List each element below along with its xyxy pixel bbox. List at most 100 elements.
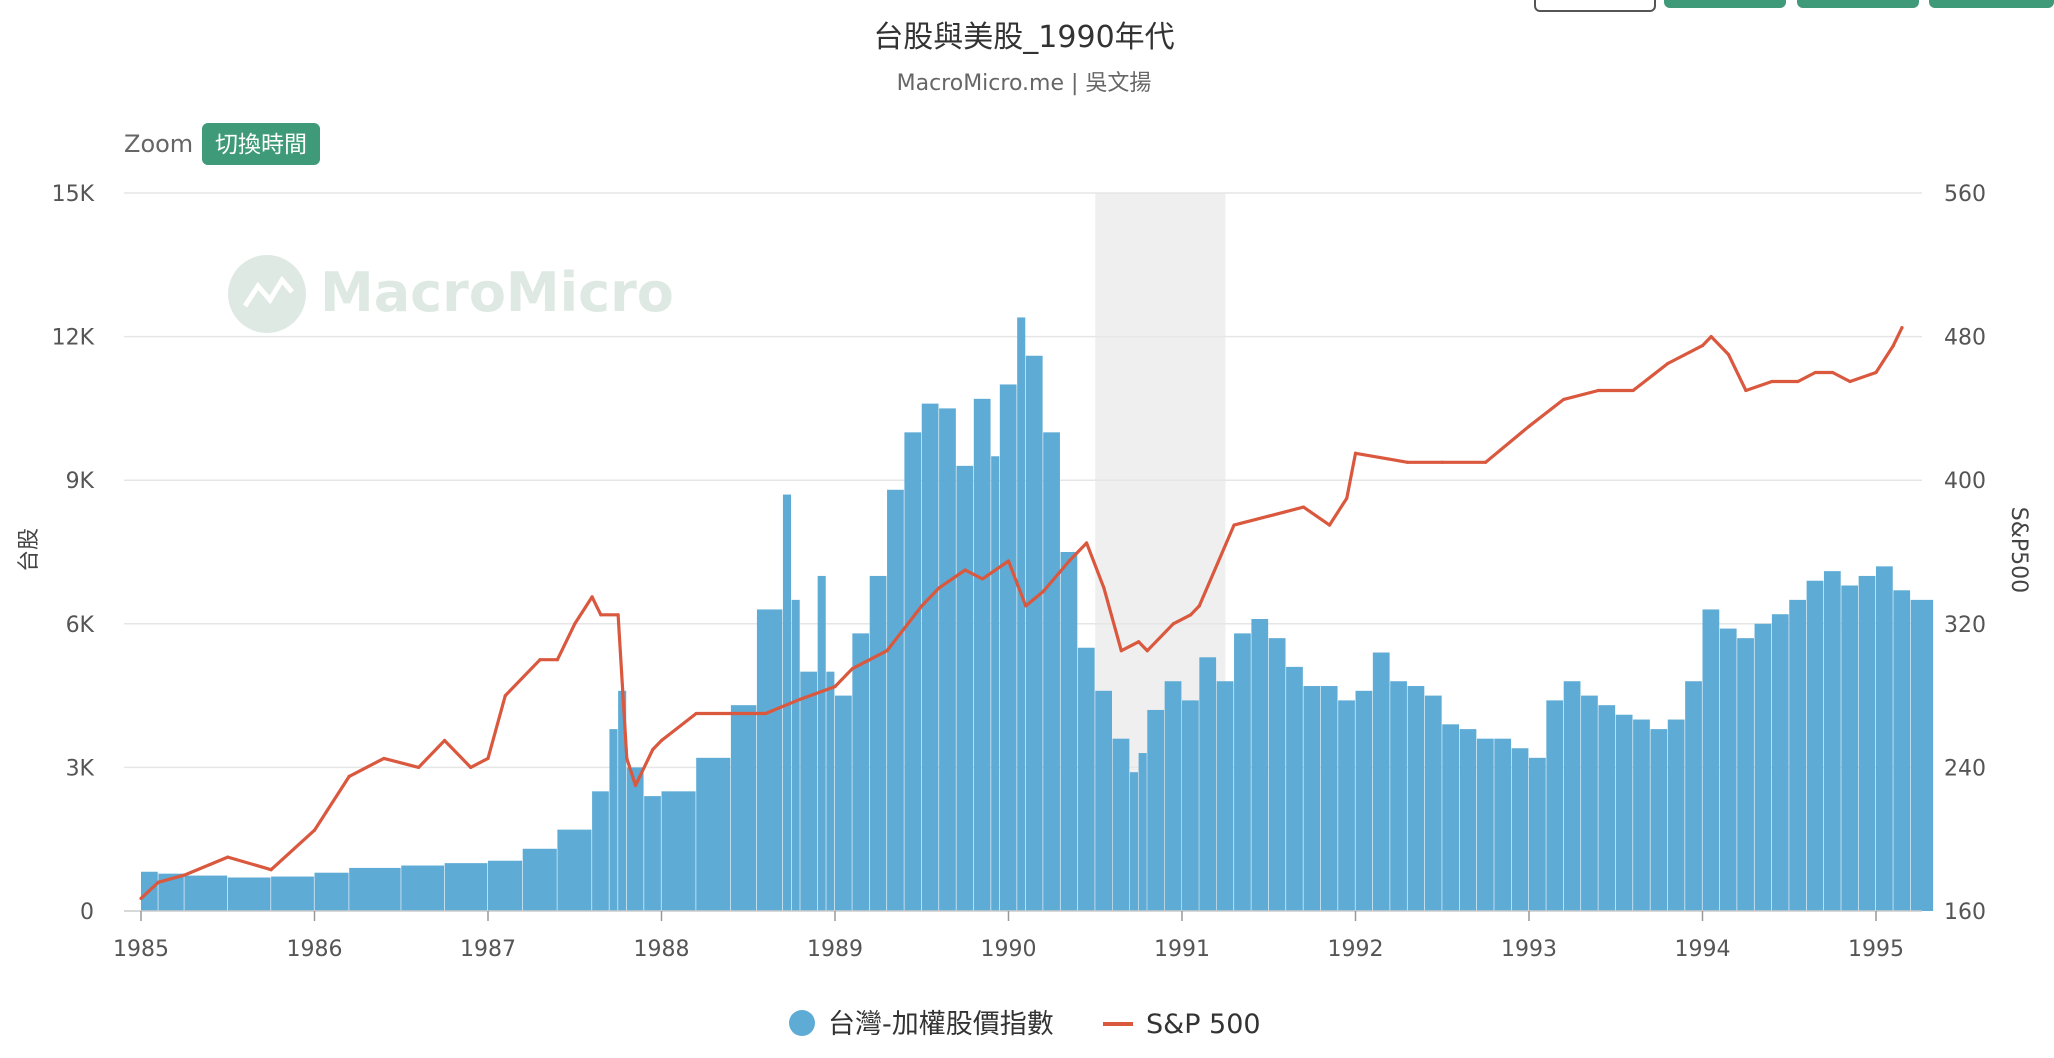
sp500-point[interactable] <box>764 711 768 716</box>
sp500-point[interactable] <box>1102 586 1106 590</box>
sp500-point[interactable] <box>573 622 577 626</box>
bar[interactable] <box>271 876 314 911</box>
bar[interactable] <box>488 860 523 911</box>
legend-bar-label[interactable]: 台灣-加權股價指數 <box>828 1009 1054 1040</box>
sp500-point[interactable] <box>651 747 655 752</box>
sp500-point[interactable] <box>659 738 664 743</box>
sp500-point[interactable] <box>1726 352 1731 357</box>
bar[interactable] <box>1390 681 1407 911</box>
sp500-point[interactable] <box>1700 343 1705 348</box>
bar[interactable] <box>800 671 818 911</box>
bar[interactable] <box>921 403 939 911</box>
sp500-point[interactable] <box>417 765 421 770</box>
zoom-toggle-button[interactable] <box>202 123 320 165</box>
sp500-point[interactable] <box>1874 370 1878 375</box>
bar[interactable] <box>817 575 826 911</box>
bar[interactable] <box>1615 714 1633 911</box>
sp500-point[interactable] <box>1301 505 1306 509</box>
bar[interactable] <box>1476 738 1494 911</box>
bar[interactable] <box>1112 738 1130 911</box>
bar[interactable] <box>1806 580 1824 911</box>
bar[interactable] <box>1286 666 1303 911</box>
sp500-point[interactable] <box>139 896 143 901</box>
sp500-point[interactable] <box>347 774 351 778</box>
bar[interactable] <box>1719 628 1737 911</box>
bar[interactable] <box>1147 709 1165 911</box>
bar[interactable] <box>1182 700 1199 911</box>
bar[interactable] <box>557 829 592 911</box>
sp500-point[interactable] <box>1041 589 1045 594</box>
sp500-point[interactable] <box>1405 460 1410 464</box>
sp500-point[interactable] <box>1145 649 1149 653</box>
bar[interactable] <box>1338 700 1355 911</box>
sp500-point[interactable] <box>1596 388 1600 393</box>
sp500-point[interactable] <box>1848 379 1852 384</box>
legend-line-label[interactable]: S&P 500 <box>1146 1009 1261 1040</box>
sp500-point[interactable] <box>1197 604 1201 608</box>
bar[interactable] <box>869 575 887 911</box>
bar[interactable] <box>1303 686 1321 911</box>
sp500-point[interactable] <box>1353 451 1358 455</box>
sp500-point[interactable] <box>729 711 733 716</box>
bar[interactable] <box>1199 657 1217 911</box>
legend-bar-marker[interactable] <box>789 1010 815 1036</box>
sp500-point[interactable] <box>625 756 629 761</box>
bar[interactable] <box>1771 614 1789 911</box>
bar[interactable] <box>904 432 922 911</box>
sp500-point[interactable] <box>1666 361 1670 366</box>
toolbar-outline-button[interactable] <box>1534 0 1656 12</box>
bar[interactable] <box>1529 757 1546 911</box>
sp500-point[interactable] <box>1484 460 1488 464</box>
bar[interactable] <box>1633 719 1650 911</box>
sp500-point[interactable] <box>1562 397 1566 402</box>
sp500-point[interactable] <box>555 658 560 662</box>
sp500-point[interactable] <box>1137 640 1141 644</box>
sp500-point[interactable] <box>1119 649 1123 653</box>
bar[interactable] <box>1138 753 1147 911</box>
sp500-point[interactable] <box>885 649 889 653</box>
bar[interactable] <box>1216 681 1234 911</box>
bar[interactable] <box>661 791 696 911</box>
bar[interactable] <box>314 872 349 911</box>
sp500-point[interactable] <box>963 568 967 572</box>
sp500-point[interactable] <box>1171 622 1175 626</box>
sp500-point[interactable] <box>1709 335 1713 339</box>
bar[interactable] <box>1164 681 1182 911</box>
sp500-point[interactable] <box>1327 523 1332 527</box>
sp500-point[interactable] <box>538 658 542 662</box>
bar[interactable] <box>999 384 1017 911</box>
bar[interactable] <box>730 705 757 911</box>
sp500-point[interactable] <box>1024 604 1028 608</box>
bar[interactable] <box>444 863 488 911</box>
sp500-point[interactable] <box>616 613 620 617</box>
sp500-point[interactable] <box>980 577 985 581</box>
bar[interactable] <box>618 690 627 911</box>
bar[interactable] <box>1702 609 1720 911</box>
bar[interactable] <box>644 796 661 911</box>
bar[interactable] <box>1017 317 1026 911</box>
bar[interactable] <box>835 695 852 911</box>
sp500-point[interactable] <box>1891 343 1895 348</box>
bar[interactable] <box>1910 599 1934 911</box>
sp500-point[interactable] <box>633 783 638 787</box>
sp500-line[interactable] <box>139 326 1904 900</box>
bar[interactable] <box>1546 700 1564 911</box>
sp500-point[interactable] <box>1267 514 1271 518</box>
bar[interactable] <box>973 398 991 911</box>
bar[interactable] <box>1025 355 1043 911</box>
bar[interactable] <box>1511 748 1529 911</box>
bar[interactable] <box>609 729 618 911</box>
sp500-point[interactable] <box>486 756 490 761</box>
bar[interactable] <box>227 877 271 911</box>
toolbar-green-button-1[interactable] <box>1664 0 1786 8</box>
bar[interactable] <box>991 456 1000 911</box>
sp500-point[interactable] <box>1084 541 1089 545</box>
sp500-point[interactable] <box>1067 559 1071 563</box>
sp500-point[interactable] <box>850 667 854 671</box>
bar[interactable] <box>1581 695 1598 911</box>
bar[interactable] <box>1060 552 1078 911</box>
bar[interactable] <box>782 494 792 911</box>
sp500-point[interactable] <box>920 604 924 608</box>
bar[interactable] <box>1268 638 1286 911</box>
sp500-point[interactable] <box>1796 379 1800 384</box>
